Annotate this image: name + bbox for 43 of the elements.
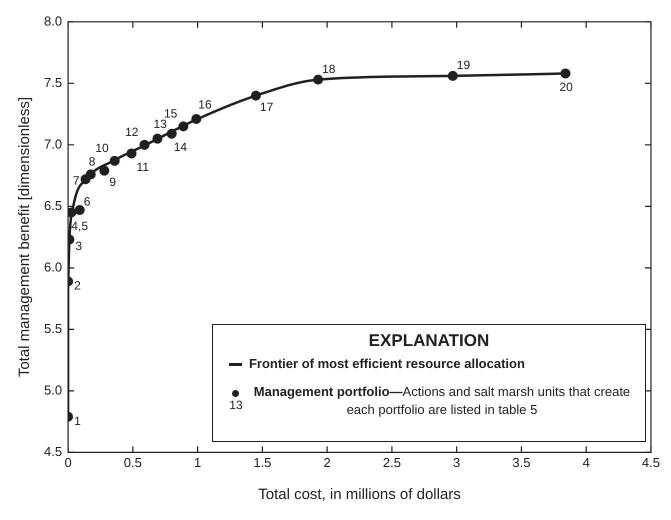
annotation: 7 bbox=[72, 174, 80, 188]
x-tick-label: 3.5 bbox=[512, 454, 530, 470]
annotation: 6 bbox=[84, 194, 91, 208]
annotation: 9 bbox=[109, 174, 116, 189]
y-tick-label: 8.0 bbox=[44, 13, 62, 28]
y-axis-title: Total management benefit [dimensionless] bbox=[16, 97, 34, 378]
y-tick-label: 4.5 bbox=[44, 444, 62, 459]
x-tick-label: 0 bbox=[64, 454, 72, 470]
point bbox=[99, 166, 110, 176]
annotation: 11 bbox=[136, 160, 150, 174]
annotation: 4,5 bbox=[71, 218, 88, 233]
legend-label: Frontier of most efficient resource allocation bbox=[248, 356, 525, 372]
legend-title: EXPLANATION bbox=[368, 331, 490, 352]
annotation: 20 bbox=[559, 80, 574, 94]
annotation: 12 bbox=[125, 125, 139, 140]
x-tick-label: 0.5 bbox=[124, 454, 142, 470]
y-tick-label: 6.5 bbox=[44, 198, 62, 213]
x-axis-title: Total cost, in millions of dollars bbox=[258, 486, 461, 504]
annotation: 18 bbox=[322, 62, 336, 76]
y-tick-label: 5.0 bbox=[44, 382, 62, 398]
y-tick-label: 5.5 bbox=[44, 320, 62, 336]
y-tick-label: 7.5 bbox=[44, 74, 62, 90]
annotation: 16 bbox=[198, 97, 212, 112]
annotation: 14 bbox=[174, 140, 188, 154]
x-tick-label: 2 bbox=[324, 454, 331, 470]
x-tick-label: 4.5 bbox=[642, 454, 660, 470]
annotation: 17 bbox=[260, 100, 274, 114]
annotation: 3 bbox=[75, 238, 82, 253]
x-tick-label: 4 bbox=[582, 454, 590, 470]
x-tick-label: 1 bbox=[194, 454, 202, 470]
annotation: 1 bbox=[74, 414, 82, 428]
x-tick-label: 2.5 bbox=[382, 454, 401, 470]
x-tick-label: 1.5 bbox=[253, 454, 272, 470]
annotation: 13 bbox=[229, 398, 243, 412]
legend-label: Management portfolio—Actions and salt marsh units that create each portfolio are listed in table 5 bbox=[252, 383, 632, 420]
y-tick-label: 7.0 bbox=[44, 136, 62, 152]
annotation: 8 bbox=[88, 154, 96, 169]
x-tick-label: 3 bbox=[453, 454, 460, 470]
y-tick-label: 6.0 bbox=[44, 259, 62, 274]
annotation: 19 bbox=[456, 58, 470, 72]
point bbox=[74, 205, 85, 216]
annotation: 10 bbox=[95, 141, 110, 156]
annotation: 2 bbox=[74, 278, 82, 293]
